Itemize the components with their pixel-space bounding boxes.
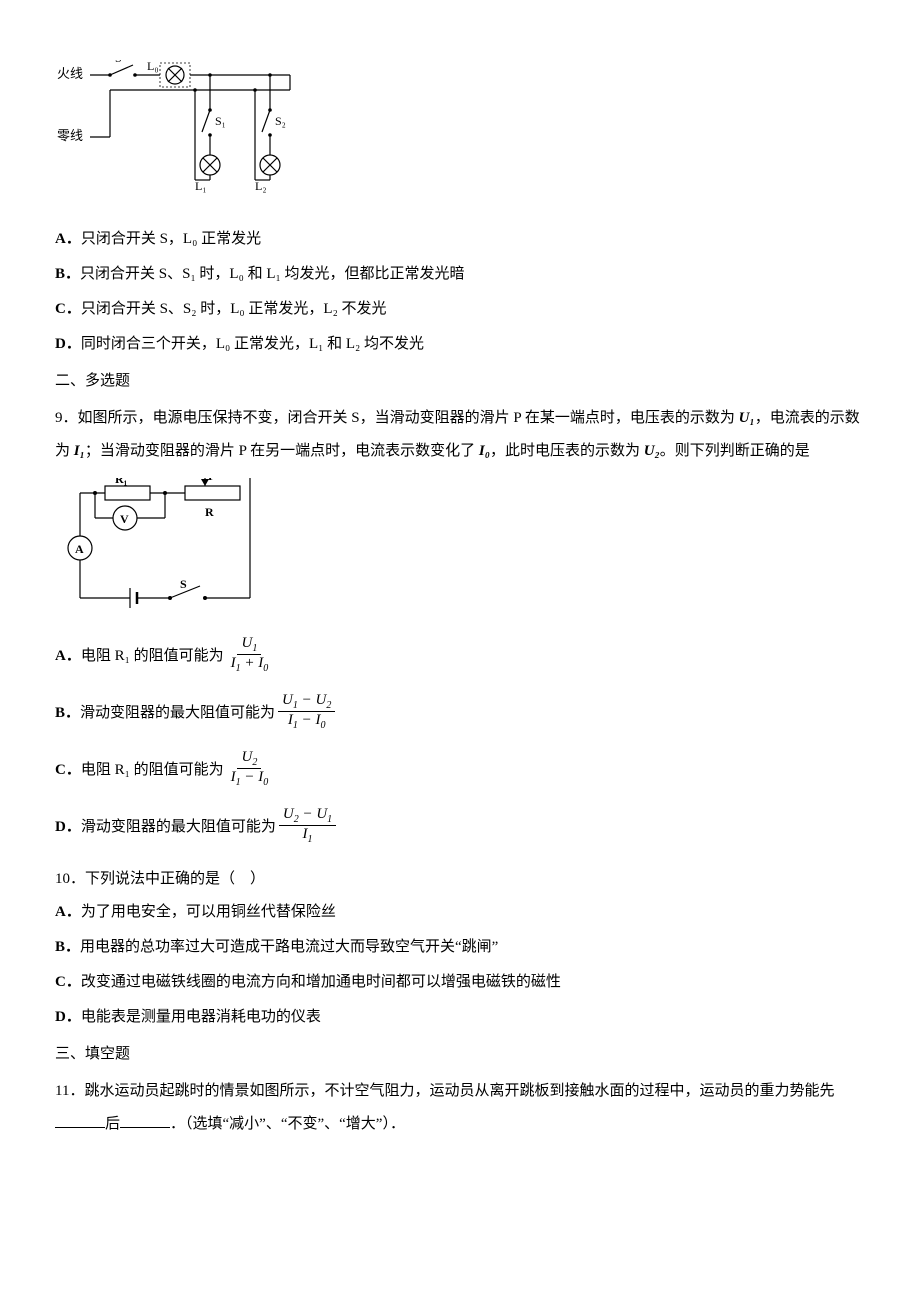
option-text: 滑动变阻器的最大阻值可能为 xyxy=(80,701,275,722)
fill-blank-1 xyxy=(55,1113,105,1128)
section-2-header: 二、多选题 xyxy=(55,365,865,398)
fraction: U2 I1 − I0 xyxy=(227,749,273,788)
fraction-den: I1 xyxy=(299,826,317,845)
circuit1-svg: 火线 零线 S L₀ S₁ L xyxy=(55,60,305,210)
option-text: 只闭合开关 S、S₂ 时，L₀ 正常发光，L₂ 不发光 xyxy=(81,301,387,317)
q8-option-c: C．只闭合开关 S、S₂ 时，L₀ 正常发光，L₂ 不发光 xyxy=(55,293,865,326)
circuit-diagram-1: 火线 零线 S L₀ S₁ L xyxy=(55,60,865,215)
option-prefix: A． xyxy=(55,644,81,665)
switch-s-label: S xyxy=(115,60,122,65)
switch-s2-label: S xyxy=(180,577,187,591)
q9-i0: I₀ xyxy=(479,443,490,459)
circuit2-svg: R₁ P R V A xyxy=(55,478,275,618)
option-prefix: D． xyxy=(55,336,81,352)
q9-u2: U₂ xyxy=(644,443,660,459)
q9-i1: I₁ xyxy=(74,443,85,459)
q8-option-d: D．同时闭合三个开关，L₀ 正常发光，L₁ 和 L₂ 均不发光 xyxy=(55,328,865,361)
q9-option-d: D． 滑动变阻器的最大阻值可能为 U2 − U1 I1 xyxy=(55,806,865,845)
fraction: U1 I1 + I0 xyxy=(227,635,273,674)
fraction-den: I1 + I0 xyxy=(227,655,273,674)
option-prefix: C． xyxy=(55,974,81,990)
q11-stem: 11．跳水运动员起跳时的情景如图所示，不计空气阻力，运动员从离开跳板到接触水面的… xyxy=(55,1075,865,1141)
fraction: U1 − U2 I1 − I0 xyxy=(278,692,335,731)
live-wire-label: 火线 xyxy=(57,66,83,81)
fraction-num: U2 − U1 xyxy=(279,806,336,826)
q10-option-c: C．改变通过电磁铁线圈的电流方向和增加通电时间都可以增强电磁铁的磁性 xyxy=(55,966,865,999)
ammeter-label: A xyxy=(75,542,84,556)
r-label: R xyxy=(205,505,214,519)
q11-text3: ．（选填“减小”、“不变”、“增大”）． xyxy=(170,1116,405,1132)
option-prefix: D． xyxy=(55,815,81,836)
option-prefix: C． xyxy=(55,301,81,317)
p-label: P xyxy=(208,478,215,483)
fraction-den: I1 − I0 xyxy=(227,769,273,788)
q11-text2: 后 xyxy=(105,1116,120,1132)
option-prefix: C． xyxy=(55,758,81,779)
l2-label: L₂ xyxy=(255,179,267,193)
voltmeter-label: V xyxy=(120,512,129,526)
fraction-num: U2 xyxy=(237,749,261,769)
q9-option-c: C． 电阻 R₁ 的阻值可能为 U2 I1 − I0 xyxy=(55,749,865,788)
option-prefix: B． xyxy=(55,701,80,722)
q10-stem: 10．下列说法中正确的是（ ） xyxy=(55,863,865,896)
option-prefix: D． xyxy=(55,1009,81,1025)
q9-text4: ，此时电压表的示数为 xyxy=(490,443,644,459)
q9-text5: 。则下列判断正确的是 xyxy=(660,443,810,459)
fraction: U2 − U1 I1 xyxy=(279,806,336,845)
neutral-wire-label: 零线 xyxy=(57,128,83,143)
l1-label: L₁ xyxy=(195,179,207,193)
option-text: 只闭合开关 S，L₀ 正常发光 xyxy=(81,231,261,247)
option-prefix: A． xyxy=(55,231,81,247)
q9-option-b: B． 滑动变阻器的最大阻值可能为 U1 − U2 I1 − I0 xyxy=(55,692,865,731)
option-text: 电能表是测量用电器消耗电功的仪表 xyxy=(81,1009,321,1025)
option-text: 滑动变阻器的最大阻值可能为 xyxy=(81,815,276,836)
fraction-den: I1 − I0 xyxy=(284,712,330,731)
option-text: 同时闭合三个开关，L₀ 正常发光，L₁ 和 L₂ 均不发光 xyxy=(81,336,424,352)
q8-option-b: B．只闭合开关 S、S₁ 时，L₀ 和 L₁ 均发光，但都比正常发光暗 xyxy=(55,258,865,291)
q8-option-a: A．只闭合开关 S，L₀ 正常发光 xyxy=(55,223,865,256)
option-prefix: B． xyxy=(55,939,80,955)
section-3-header: 三、填空题 xyxy=(55,1038,865,1071)
option-text: 改变通过电磁铁线圈的电流方向和增加通电时间都可以增强电磁铁的磁性 xyxy=(81,974,561,990)
option-text: 电阻 R₁ 的阻值可能为 xyxy=(81,758,224,779)
q10-option-d: D．电能表是测量用电器消耗电功的仪表 xyxy=(55,1001,865,1034)
r1-label: R₁ xyxy=(115,478,128,486)
option-prefix: B． xyxy=(55,266,80,282)
fill-blank-2 xyxy=(120,1113,170,1128)
option-text: 只闭合开关 S、S₁ 时，L₀ 和 L₁ 均发光，但都比正常发光暗 xyxy=(80,266,464,282)
q9-stem: 9．如图所示，电源电压保持不变，闭合开关 S，当滑动变阻器的滑片 P 在某一端点… xyxy=(55,402,865,468)
s2-label: S₂ xyxy=(275,114,286,128)
fraction-num: U1 xyxy=(237,635,261,655)
option-text: 为了用电安全，可以用铜丝代替保险丝 xyxy=(81,904,336,920)
option-prefix: A． xyxy=(55,904,81,920)
circuit-diagram-2: R₁ P R V A xyxy=(55,478,865,623)
q10-option-b: B．用电器的总功率过大可造成干路电流过大而导致空气开关“跳闸” xyxy=(55,931,865,964)
q11-text1: 11．跳水运动员起跳时的情景如图所示，不计空气阻力，运动员从离开跳板到接触水面的… xyxy=(55,1083,834,1099)
option-text: 用电器的总功率过大可造成干路电流过大而导致空气开关“跳闸” xyxy=(80,939,498,955)
q9-u1: U₁ xyxy=(739,410,755,426)
q9-text3: ；当滑动变阻器的滑片 P 在另一端点时，电流表示数变化了 xyxy=(85,443,479,459)
l0-label: L₀ xyxy=(147,60,159,73)
q9-option-a: A． 电阻 R₁ 的阻值可能为 U1 I1 + I0 xyxy=(55,635,865,674)
s1-label: S₁ xyxy=(215,114,226,128)
q10-option-a: A．为了用电安全，可以用铜丝代替保险丝 xyxy=(55,896,865,929)
fraction-num: U1 − U2 xyxy=(278,692,335,712)
option-text: 电阻 R₁ 的阻值可能为 xyxy=(81,644,224,665)
q9-text1: 9．如图所示，电源电压保持不变，闭合开关 S，当滑动变阻器的滑片 P 在某一端点… xyxy=(55,410,739,426)
